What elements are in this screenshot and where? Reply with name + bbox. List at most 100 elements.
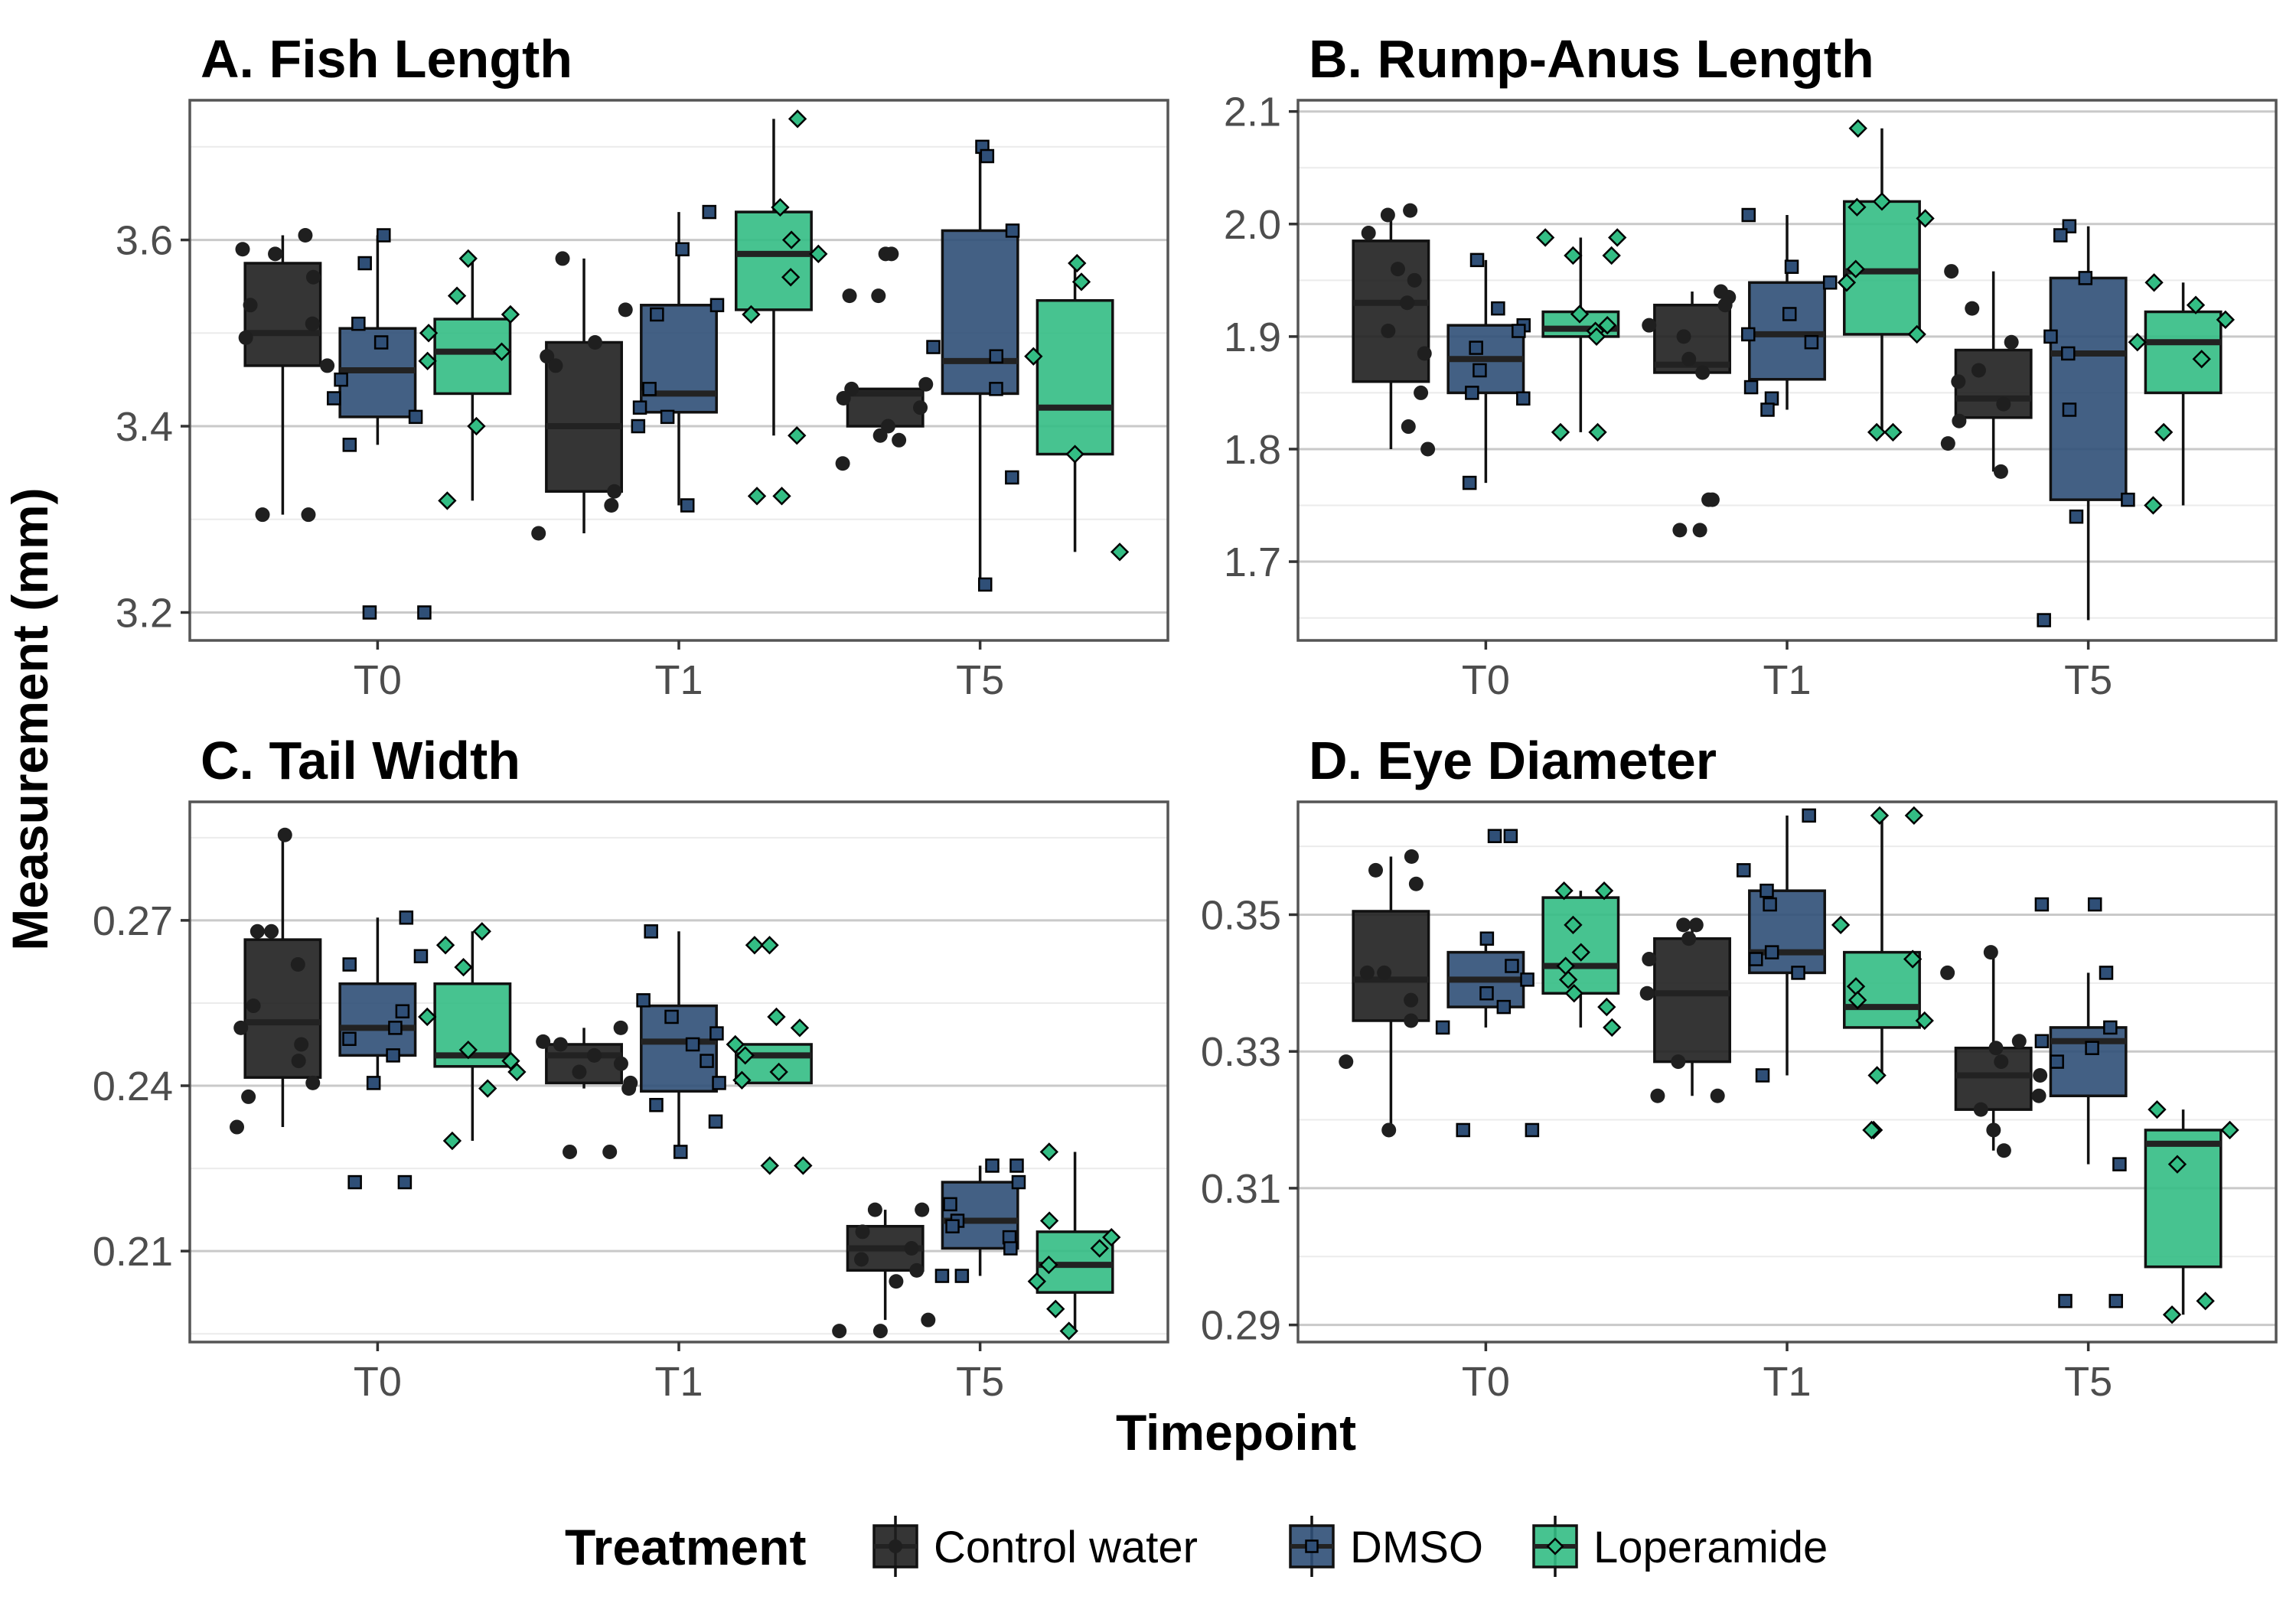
- data-point: [1400, 295, 1415, 311]
- data-point: [767, 1007, 786, 1027]
- data-point: [832, 1324, 847, 1339]
- data-point: [1971, 363, 1986, 378]
- data-point: [320, 358, 335, 373]
- data-point: [1681, 351, 1697, 366]
- data-point: [2112, 1157, 2127, 1171]
- data-point: [650, 307, 664, 322]
- data-point: [563, 1144, 578, 1159]
- data-point: [702, 204, 717, 220]
- data-point: [613, 1020, 628, 1035]
- data-point: [351, 316, 366, 331]
- data-point: [454, 957, 473, 977]
- x-tick-label: T1: [1763, 1359, 1811, 1405]
- data-point: [1408, 876, 1424, 891]
- box-t0-dmso: [1435, 829, 1540, 1138]
- data-point: [2128, 333, 2147, 352]
- box-body: [1653, 937, 1731, 1064]
- data-point: [2011, 1034, 2027, 1049]
- data-point: [2216, 310, 2235, 329]
- data-point: [709, 298, 725, 313]
- data-point: [1996, 396, 2011, 412]
- data-point: [1986, 1122, 2001, 1138]
- data-point: [2004, 334, 2019, 350]
- data-point: [2034, 897, 2050, 912]
- y-tick-label: 0.31: [1201, 1166, 1281, 1212]
- data-point: [264, 924, 279, 939]
- data-point: [1907, 324, 1926, 344]
- box-t1-loperamide: [735, 109, 828, 506]
- data-point: [246, 998, 261, 1014]
- data-point: [772, 487, 791, 506]
- data-point: [1764, 945, 1779, 959]
- legend-label: DMSO: [1350, 1523, 1483, 1572]
- data-point: [1381, 1122, 1397, 1138]
- data-point: [1417, 346, 1432, 361]
- data-point: [1791, 966, 1805, 980]
- data-point: [235, 242, 250, 257]
- data-point: [1503, 829, 1518, 843]
- y-tick-label: 3.6: [116, 218, 173, 264]
- data-point: [1951, 374, 1966, 389]
- data-point: [1867, 422, 1887, 442]
- data-point: [1027, 1272, 1046, 1291]
- data-point: [1520, 972, 1534, 987]
- data-point: [1993, 464, 2008, 479]
- box-t5-loperamide: [1024, 253, 1130, 562]
- data-point: [872, 428, 888, 443]
- data-point: [1862, 1120, 1881, 1140]
- data-point: [342, 1031, 357, 1047]
- data-point: [1564, 984, 1583, 1003]
- panel-title: D. Eye Diameter: [1309, 731, 1717, 790]
- data-point: [1672, 523, 1688, 538]
- data-point: [1473, 363, 1487, 378]
- data-point: [1602, 246, 1621, 265]
- data-point: [1404, 992, 1419, 1008]
- box-t1-dmso: [1741, 207, 1838, 417]
- data-point: [2062, 402, 2077, 417]
- data-point: [649, 1097, 664, 1112]
- panel-a-fish-length: 3.2 3.4 3.6 T0 T1 T5 A. Fish Length: [116, 29, 1169, 703]
- legend-item-loperamide: Loperamide: [1532, 1516, 1828, 1577]
- data-point: [1551, 422, 1570, 442]
- data-point: [2031, 1088, 2047, 1103]
- data-point: [871, 288, 886, 304]
- data-point: [2162, 1305, 2182, 1324]
- data-point: [745, 936, 765, 955]
- box-t0-control-water: [235, 228, 335, 523]
- data-point: [985, 1158, 1000, 1173]
- data-point: [781, 268, 801, 287]
- box-t1-loperamide: [726, 936, 813, 1175]
- panel-d-eye-diameter: 0.29 0.31 0.33 0.35 T0 T1 T5 D. Eye Diameter: [1201, 731, 2278, 1405]
- data-point: [926, 340, 941, 354]
- data-point: [872, 1324, 888, 1339]
- data-point: [2099, 966, 2114, 980]
- data-point: [1642, 318, 1657, 333]
- data-point: [334, 372, 348, 387]
- data-point: [1944, 264, 1959, 279]
- data-point: [435, 936, 455, 955]
- data-point: [1407, 272, 1422, 288]
- box-t5-dmso: [2037, 219, 2135, 627]
- data-point: [2078, 271, 2093, 285]
- data-point: [1377, 965, 1392, 980]
- data-point: [735, 1046, 755, 1065]
- legend-item-control-water: Control water: [872, 1516, 1198, 1577]
- data-point: [1039, 1255, 1058, 1275]
- data-point: [1598, 315, 1617, 335]
- data-point: [1688, 917, 1704, 933]
- data-point: [642, 382, 657, 396]
- data-point: [1462, 475, 1477, 490]
- data-point: [680, 498, 695, 513]
- data-point: [790, 1018, 810, 1038]
- box-t5-control-water: [1940, 945, 2048, 1158]
- box-t0-control-water: [230, 827, 322, 1135]
- box-t0-loperamide: [1535, 228, 1627, 442]
- data-point: [458, 249, 478, 269]
- data-point: [2034, 1034, 2050, 1049]
- data-point: [889, 1274, 904, 1289]
- data-point: [386, 1048, 400, 1063]
- data-point: [447, 286, 467, 305]
- data-point: [1491, 301, 1505, 316]
- x-tick-label: T5: [2064, 1359, 2112, 1405]
- data-point: [809, 244, 828, 264]
